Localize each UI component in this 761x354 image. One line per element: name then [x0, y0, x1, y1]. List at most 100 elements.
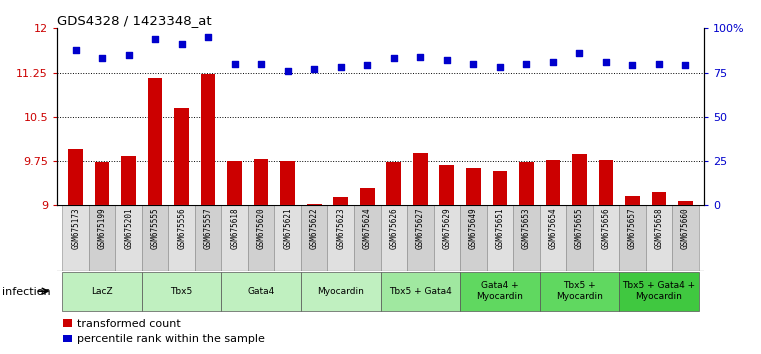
Point	[69, 47, 81, 52]
Point	[282, 68, 294, 74]
Point	[308, 66, 320, 72]
Text: GSM675627: GSM675627	[416, 207, 425, 249]
Bar	[434, 205, 460, 271]
Bar	[142, 272, 221, 311]
Bar	[651, 192, 666, 205]
Text: GSM675626: GSM675626	[390, 207, 398, 249]
Point	[680, 63, 692, 68]
Point	[521, 61, 533, 67]
Bar	[354, 205, 380, 271]
Bar	[513, 205, 540, 271]
Point	[255, 61, 267, 67]
Bar	[174, 108, 189, 205]
Text: GSM675655: GSM675655	[575, 207, 584, 249]
Point	[149, 36, 161, 42]
Bar	[301, 205, 327, 271]
Point	[573, 50, 585, 56]
Text: GSM675653: GSM675653	[522, 207, 531, 249]
Point	[441, 57, 453, 63]
Text: GSM675556: GSM675556	[177, 207, 186, 249]
Point	[176, 41, 188, 47]
Bar	[221, 205, 248, 271]
Text: GSM675618: GSM675618	[230, 207, 239, 249]
Text: GSM675624: GSM675624	[363, 207, 371, 249]
Bar	[62, 272, 142, 311]
Bar	[221, 272, 301, 311]
Bar	[301, 272, 380, 311]
Point	[414, 54, 426, 59]
Bar	[572, 154, 587, 205]
Bar	[540, 272, 619, 311]
Text: GSM675620: GSM675620	[256, 207, 266, 249]
Bar	[307, 204, 321, 205]
Text: GSM675557: GSM675557	[204, 207, 212, 249]
Point	[467, 61, 479, 67]
Bar	[387, 162, 401, 205]
Text: Myocardin: Myocardin	[317, 287, 365, 296]
Bar	[486, 205, 513, 271]
Point	[202, 34, 215, 40]
Bar	[280, 161, 295, 205]
Bar	[168, 205, 195, 271]
Point	[361, 63, 374, 68]
Bar	[62, 205, 89, 271]
Bar	[678, 201, 693, 205]
Bar	[599, 160, 613, 205]
Bar	[407, 205, 434, 271]
Bar	[201, 74, 215, 205]
Point	[96, 56, 108, 61]
Text: GSM675555: GSM675555	[151, 207, 160, 249]
Legend: transformed count, percentile rank within the sample: transformed count, percentile rank withi…	[62, 319, 265, 344]
Bar	[460, 205, 486, 271]
Bar	[540, 205, 566, 271]
Bar	[89, 205, 116, 271]
Text: GSM675649: GSM675649	[469, 207, 478, 249]
Text: GDS4328 / 1423348_at: GDS4328 / 1423348_at	[57, 14, 212, 27]
Bar	[440, 165, 454, 205]
Bar	[413, 153, 428, 205]
Bar	[148, 79, 162, 205]
Bar	[645, 205, 672, 271]
Text: Tbx5 + Gata4: Tbx5 + Gata4	[389, 287, 451, 296]
Point	[653, 61, 665, 67]
Bar	[619, 205, 645, 271]
Point	[494, 64, 506, 70]
Bar	[228, 161, 242, 205]
Bar	[68, 149, 83, 205]
Bar	[460, 272, 540, 311]
Bar	[116, 205, 142, 271]
Text: GSM675654: GSM675654	[549, 207, 557, 249]
Text: GSM675201: GSM675201	[124, 207, 133, 249]
Bar	[380, 272, 460, 311]
Text: GSM675622: GSM675622	[310, 207, 319, 249]
Bar	[142, 205, 168, 271]
Text: GSM675173: GSM675173	[71, 207, 80, 249]
Bar	[275, 205, 301, 271]
Text: Tbx5 + Gata4 +
Myocardin: Tbx5 + Gata4 + Myocardin	[622, 281, 696, 301]
Bar	[327, 205, 354, 271]
Bar	[95, 162, 110, 205]
Text: Tbx5 +
Myocardin: Tbx5 + Myocardin	[556, 281, 603, 301]
Point	[123, 52, 135, 58]
Text: Tbx5: Tbx5	[170, 287, 193, 296]
Bar	[248, 205, 275, 271]
Point	[335, 64, 347, 70]
Text: infection: infection	[2, 287, 50, 297]
Bar	[254, 159, 269, 205]
Point	[387, 56, 400, 61]
Text: GSM675199: GSM675199	[97, 207, 107, 249]
Bar	[672, 205, 699, 271]
Bar	[546, 160, 560, 205]
Bar	[619, 272, 699, 311]
Bar	[519, 162, 533, 205]
Text: Gata4: Gata4	[247, 287, 275, 296]
Text: Gata4 +
Myocardin: Gata4 + Myocardin	[476, 281, 524, 301]
Point	[228, 61, 240, 67]
Bar	[380, 205, 407, 271]
Bar	[195, 205, 221, 271]
Bar	[333, 197, 348, 205]
Bar	[360, 188, 374, 205]
Bar	[466, 168, 481, 205]
Text: GSM675658: GSM675658	[654, 207, 664, 249]
Text: GSM675656: GSM675656	[601, 207, 610, 249]
